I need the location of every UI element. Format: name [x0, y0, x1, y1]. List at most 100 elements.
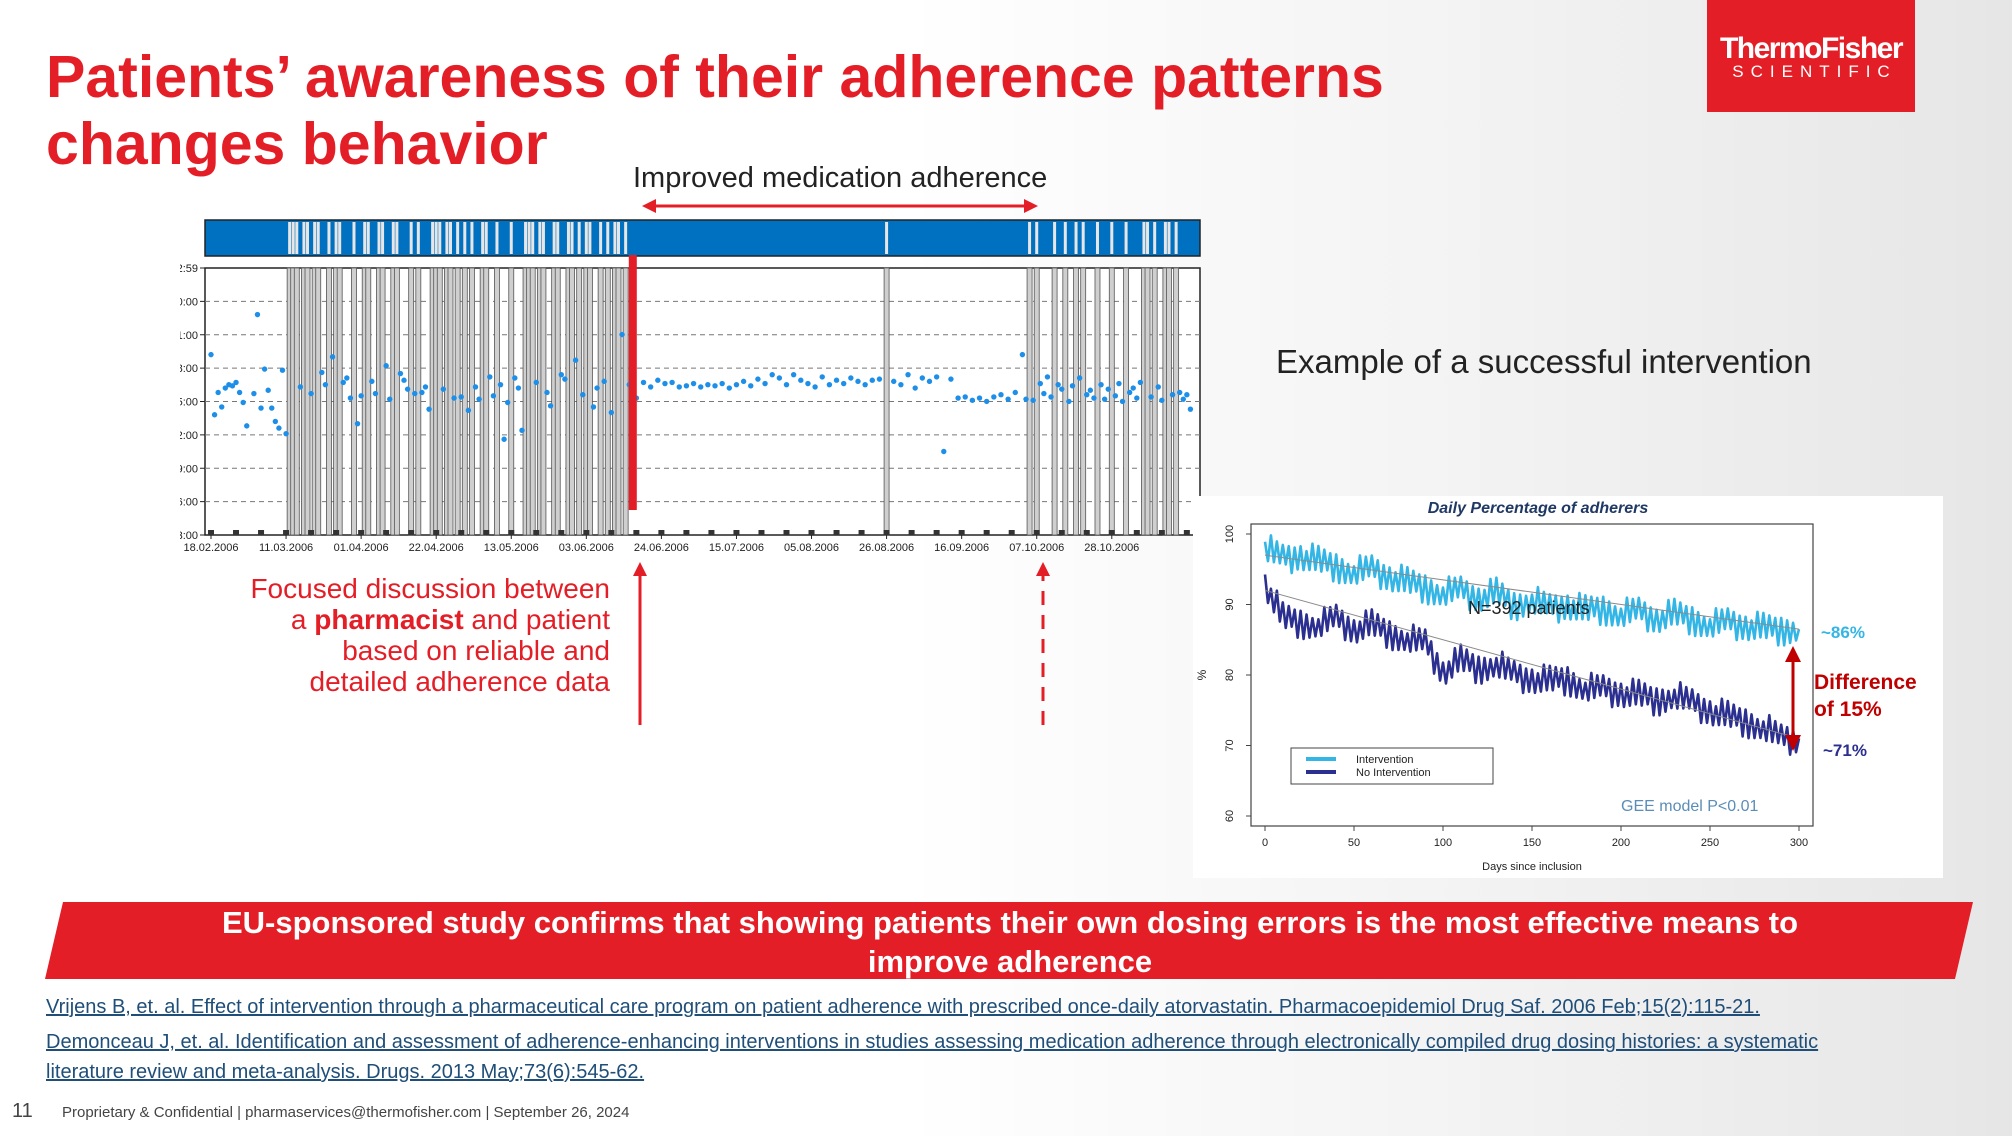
missed-dose-tick [352, 222, 356, 254]
adherence-timeline-chart: 18.02.2006 11.03.2006 01.04.2006 22.04.2006… [180, 219, 1201, 554]
dose-point [819, 374, 825, 380]
missed-dose-tick [313, 222, 317, 254]
week-marker [1033, 530, 1040, 535]
week-marker [533, 530, 540, 535]
dose-point [344, 375, 350, 381]
missed-dose-band [365, 267, 372, 536]
y-tick-label: 80 [1224, 669, 1236, 681]
week-marker [558, 530, 565, 535]
dose-point [1076, 375, 1083, 381]
missed-dose-tick [1074, 222, 1078, 254]
week-marker [408, 530, 415, 535]
daily-adherers-chart: Daily Percentage of adherers 60 70 80 90 100… [1193, 496, 1943, 878]
dose-point [740, 378, 747, 385]
dose-point [840, 380, 847, 387]
dose-point [1134, 395, 1140, 401]
missed-dose-band [883, 267, 890, 536]
dose-point [244, 423, 250, 429]
week-marker [633, 530, 640, 535]
week-marker [258, 530, 265, 535]
missed-dose-tick [295, 222, 299, 254]
week-marker [233, 530, 240, 535]
dose-point [619, 331, 625, 338]
dose-point [222, 385, 228, 391]
missed-dose-band [379, 267, 386, 536]
dose-point [948, 376, 954, 382]
dose-point [1048, 394, 1054, 400]
dose-point [580, 392, 586, 398]
missed-dose-tick [334, 222, 338, 254]
dose-point [272, 418, 279, 425]
dose-point [233, 379, 239, 386]
week-marker [708, 530, 715, 535]
dose-point [969, 397, 976, 403]
line-chart-xlabel: Days since inclusion [1482, 861, 1582, 873]
line-chart-legend: Intervention No Intervention [1290, 747, 1494, 785]
week-marker [283, 530, 290, 535]
dose-point [261, 366, 268, 372]
dose-point [1112, 393, 1119, 399]
dose-point [1137, 379, 1144, 386]
dose-point [1066, 398, 1072, 405]
dose-point [848, 375, 854, 381]
week-marker [933, 530, 940, 535]
missed-dose-tick [538, 222, 542, 254]
missed-dose-tick [470, 222, 474, 254]
missed-dose-tick [584, 222, 588, 254]
missed-dose-band [622, 267, 629, 536]
x-tick-label: 07.10.2006 [1009, 542, 1064, 554]
slide-number: 11 [12, 1100, 33, 1122]
dose-point [476, 396, 482, 402]
missed-dose-tick [577, 222, 581, 254]
dose-point [1059, 386, 1065, 392]
week-marker [883, 530, 890, 535]
dose-point [1148, 394, 1154, 400]
second-intervention-arrow [1036, 562, 1050, 725]
legend-intervention: Intervention [1356, 754, 1413, 766]
dose-point [933, 374, 940, 380]
x-tick-label: 16.09.2006 [934, 542, 989, 554]
missed-dose-band [604, 267, 611, 536]
dose-point [955, 395, 961, 401]
missed-dose-tick [1028, 222, 1032, 254]
dose-point [798, 377, 804, 383]
missed-dose-tick [463, 222, 467, 254]
dose-point [690, 380, 697, 387]
dose-point [669, 379, 675, 386]
dose-point [544, 389, 550, 396]
dose-point [487, 374, 493, 380]
difference-label-line1: Difference [1814, 671, 1917, 694]
dose-point [926, 378, 933, 385]
dose-point [1023, 396, 1029, 402]
missed-dose-band [529, 267, 536, 536]
missed-dose-tick [509, 222, 513, 254]
missed-dose-tick [1163, 222, 1167, 254]
missed-dose-tick [588, 222, 592, 254]
conclusion-banner [45, 902, 1973, 979]
dose-point [698, 384, 704, 390]
reference-2[interactable]: Demonceau J, et. al. Identification and … [46, 1031, 1819, 1053]
dose-point [308, 390, 314, 397]
thermo-fisher-logo: ThermoFisher SCIENTIFIC [1707, 0, 1915, 112]
daily-adherence-bar [204, 219, 1201, 257]
logo-line2: SCIENTIFIC [1732, 62, 1897, 81]
y-tick-label: 02:59 [180, 263, 198, 275]
missed-dose-band [461, 267, 468, 536]
x-tick-label: 200 [1612, 837, 1630, 849]
dose-point [1184, 392, 1190, 398]
dose-point [1019, 351, 1026, 358]
x-tick-label: 05.08.2006 [784, 542, 839, 554]
missed-dose-tick [541, 222, 545, 254]
dose-point [276, 425, 282, 431]
missed-dose-tick [570, 222, 574, 254]
y-tick-label: 21:00 [180, 330, 198, 342]
week-marker [983, 530, 990, 535]
x-tick-label: 22.04.2006 [409, 542, 464, 554]
dose-point [662, 380, 668, 387]
missed-dose-band [1166, 267, 1172, 536]
week-marker [358, 530, 365, 535]
reference-2-continued[interactable]: literature review and meta-analysis. Dru… [46, 1061, 645, 1083]
dose-point [776, 375, 783, 381]
missed-dose-tick [306, 222, 310, 254]
reference-1[interactable]: Vrijens B, et. al. Effect of interventio… [46, 996, 1760, 1018]
